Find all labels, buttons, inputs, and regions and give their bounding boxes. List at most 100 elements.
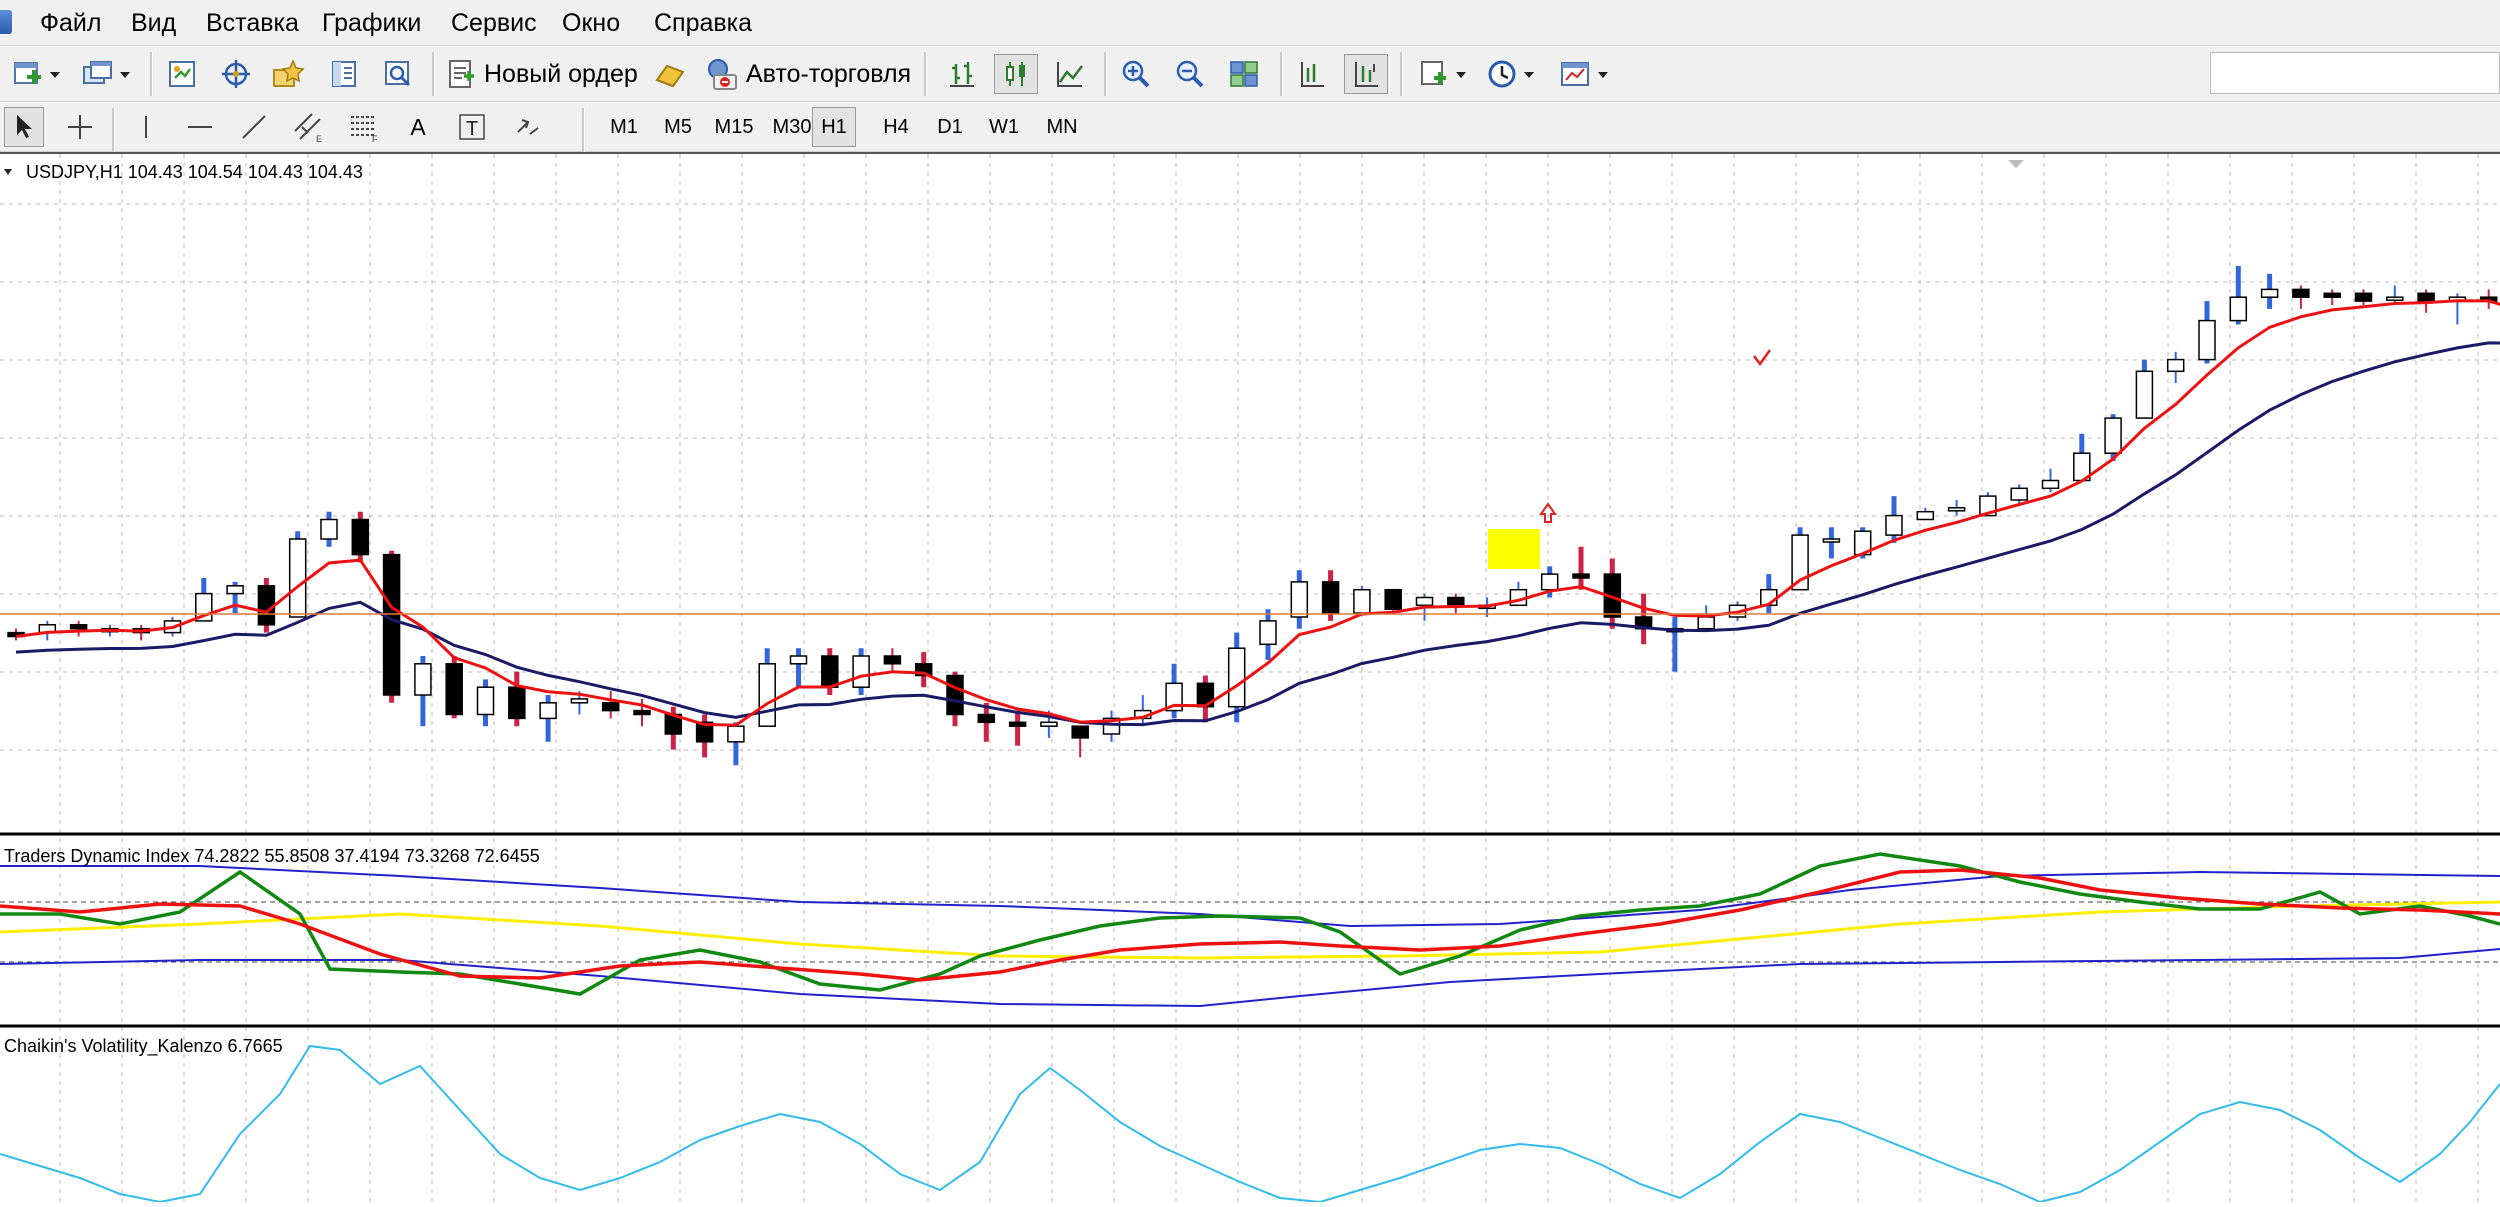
candle[interactable] bbox=[727, 722, 745, 766]
candle[interactable] bbox=[914, 652, 933, 688]
candle[interactable] bbox=[2386, 285, 2404, 306]
tdi-panel[interactable]: Traders Dynamic Index 74.2822 55.8508 37… bbox=[0, 846, 2500, 1008]
candle[interactable] bbox=[2198, 301, 2216, 364]
timeframe-m1-button[interactable]: M1 bbox=[610, 115, 638, 138]
collapse-triangle-icon[interactable] bbox=[4, 169, 12, 175]
chart-window[interactable]: USDJPY,H1 104.43 104.54 104.43 104.43 Tr… bbox=[0, 152, 2500, 1204]
candle[interactable] bbox=[382, 550, 401, 703]
candle[interactable] bbox=[601, 691, 620, 719]
chart-canvas[interactable]: USDJPY,H1 104.43 104.54 104.43 104.43 Tr… bbox=[0, 154, 2500, 1204]
candle[interactable] bbox=[2323, 289, 2341, 305]
candle[interactable] bbox=[508, 671, 526, 727]
crosshair-target-icon[interactable] bbox=[214, 54, 258, 94]
data-window-icon[interactable] bbox=[376, 54, 420, 94]
crosshair-icon[interactable] bbox=[60, 107, 100, 147]
horizontal-line-icon[interactable] bbox=[180, 107, 220, 147]
periods-icon[interactable] bbox=[1480, 54, 1534, 94]
candle[interactable] bbox=[1666, 617, 1684, 672]
favorites-icon[interactable] bbox=[266, 54, 310, 94]
new-chart-icon[interactable] bbox=[6, 54, 60, 94]
menu-insert[interactable]: Вставка bbox=[206, 9, 299, 37]
candle[interactable] bbox=[1071, 725, 1089, 758]
line-chart-icon[interactable] bbox=[1048, 54, 1092, 94]
vertical-line-icon[interactable] bbox=[126, 107, 166, 147]
candle[interactable] bbox=[1134, 695, 1152, 727]
candle[interactable] bbox=[1102, 710, 1121, 742]
navigator-icon[interactable] bbox=[322, 54, 366, 94]
timeframe-m15-button[interactable]: M15 bbox=[714, 115, 754, 138]
candle[interactable] bbox=[1447, 593, 1465, 614]
candle[interactable] bbox=[2041, 468, 2060, 493]
candle[interactable] bbox=[69, 620, 88, 637]
templates-icon[interactable] bbox=[1554, 54, 1608, 94]
chart-shift-icon[interactable] bbox=[1290, 54, 1334, 94]
candle[interactable] bbox=[2166, 351, 2185, 383]
candle[interactable] bbox=[977, 702, 996, 742]
candle[interactable] bbox=[1822, 527, 1841, 559]
candle[interactable] bbox=[1165, 663, 1183, 719]
zoom-out-icon[interactable] bbox=[1168, 54, 1212, 94]
candle[interactable] bbox=[2135, 359, 2154, 419]
timeframe-w1-button[interactable]: W1 bbox=[989, 115, 1019, 138]
candle[interactable] bbox=[2073, 433, 2091, 482]
timeframe-m5-button[interactable]: M5 bbox=[664, 115, 692, 138]
candle[interactable] bbox=[758, 648, 776, 727]
menu-view[interactable]: Вид bbox=[131, 9, 177, 37]
timeframe-h4-button[interactable]: H4 bbox=[883, 115, 909, 138]
timeframe-mn-button[interactable]: MN bbox=[1046, 115, 1078, 138]
candle[interactable] bbox=[2448, 293, 2467, 325]
candle[interactable] bbox=[2479, 289, 2498, 309]
candle[interactable] bbox=[1321, 570, 1340, 621]
candlestick-icon[interactable] bbox=[994, 54, 1038, 94]
candle[interactable] bbox=[633, 698, 651, 727]
candle[interactable] bbox=[1008, 710, 1027, 746]
candle[interactable] bbox=[257, 578, 276, 633]
candle[interactable] bbox=[1259, 609, 1277, 660]
new-order-button[interactable]: Новый ордер bbox=[446, 54, 638, 94]
candle[interactable] bbox=[288, 531, 307, 618]
indicators-icon[interactable] bbox=[1412, 54, 1466, 94]
trendline-icon[interactable] bbox=[234, 107, 274, 147]
timeframe-d1-button[interactable]: D1 bbox=[937, 115, 963, 138]
candle[interactable] bbox=[2292, 285, 2310, 309]
candle[interactable] bbox=[1603, 558, 1622, 629]
candle[interactable] bbox=[414, 656, 432, 727]
autoscroll-icon[interactable] bbox=[1344, 54, 1388, 94]
auto-trading-button[interactable]: Авто-торговля bbox=[704, 54, 911, 94]
candle[interactable] bbox=[1353, 585, 1371, 614]
cursor-icon[interactable] bbox=[4, 107, 44, 147]
chart-shift-marker[interactable] bbox=[2008, 160, 2024, 168]
candle[interactable] bbox=[789, 648, 808, 688]
candle[interactable] bbox=[852, 648, 870, 695]
chaikin-volatility-panel[interactable]: Chaikin's Volatility_Kalenzo 6.7665 bbox=[0, 1036, 2500, 1204]
tile-windows-icon[interactable] bbox=[1222, 54, 1266, 94]
fibonacci-icon[interactable]: F bbox=[344, 107, 384, 147]
up-arrow-icon[interactable] bbox=[1539, 502, 1557, 523]
highlight-rectangle[interactable] bbox=[1488, 529, 1540, 569]
candle[interactable] bbox=[1885, 496, 1903, 543]
candle[interactable] bbox=[351, 511, 370, 563]
gold-icon[interactable] bbox=[648, 54, 692, 94]
candle[interactable] bbox=[1572, 546, 1590, 590]
bar-chart-icon[interactable] bbox=[940, 54, 984, 94]
text-icon[interactable]: A bbox=[410, 113, 426, 140]
candle[interactable] bbox=[2354, 289, 2373, 305]
search-input[interactable] bbox=[2210, 52, 2500, 94]
candle[interactable] bbox=[883, 648, 902, 672]
timeframe-m30-button[interactable]: M30 bbox=[772, 115, 812, 138]
price-panel[interactable]: USDJPY,H1 104.43 104.54 104.43 104.43 bbox=[0, 160, 2500, 766]
timeframe-h1-button[interactable]: H1 bbox=[812, 107, 856, 147]
zoom-in-icon[interactable] bbox=[1114, 54, 1158, 94]
candle[interactable] bbox=[476, 679, 495, 727]
candle[interactable] bbox=[695, 714, 714, 758]
menu-file[interactable]: Файл bbox=[40, 9, 102, 37]
candle[interactable] bbox=[539, 695, 557, 742]
candle[interactable] bbox=[1947, 500, 1966, 516]
candle[interactable] bbox=[1634, 593, 1653, 645]
candle[interactable] bbox=[38, 620, 57, 641]
candle[interactable] bbox=[445, 656, 463, 719]
candle[interactable] bbox=[1227, 632, 1246, 723]
candle[interactable] bbox=[1196, 675, 1215, 723]
candle[interactable] bbox=[1916, 507, 1935, 521]
checkmark-icon[interactable] bbox=[1753, 349, 1772, 367]
